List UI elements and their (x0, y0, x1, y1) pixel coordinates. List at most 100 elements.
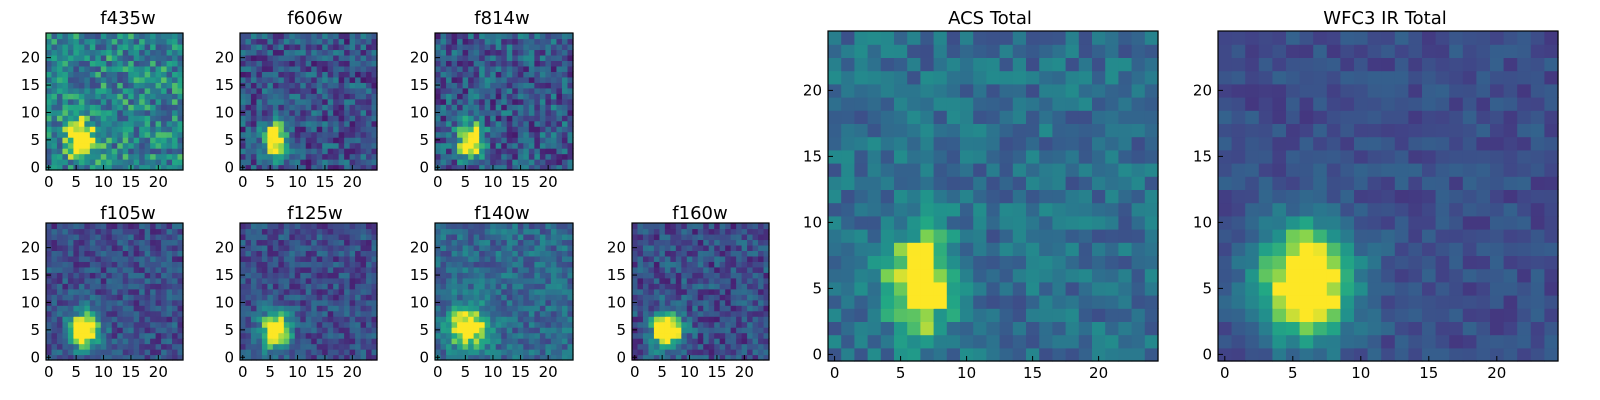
heatmap-cell (155, 288, 162, 295)
heatmap-cell (1105, 176, 1119, 190)
heatmap-cell (473, 321, 480, 328)
heatmap-cell (946, 347, 961, 362)
heatmap-cell (523, 43, 530, 51)
heatmap-cell (360, 76, 367, 83)
heatmap-cell (256, 305, 263, 312)
heatmap-cell (534, 338, 541, 345)
heatmap-cell (468, 354, 475, 361)
heatmap-cell (261, 38, 268, 45)
heatmap-cell (56, 54, 64, 61)
heatmap-cell (435, 120, 442, 127)
heatmap-cell (56, 321, 64, 328)
heatmap-cell (999, 229, 1014, 243)
heatmap-cell (495, 305, 502, 312)
heatmap-cell (338, 87, 345, 94)
heatmap-cell (78, 354, 85, 361)
heatmap-cell (675, 327, 682, 334)
heatmap-cell (567, 244, 574, 251)
heatmap-cell (122, 65, 129, 72)
heatmap-cell (446, 283, 453, 290)
heatmap-cell (333, 87, 340, 94)
heatmap-cell (51, 148, 58, 155)
heatmap-cell (46, 288, 53, 295)
heatmap-cell (960, 163, 974, 177)
heatmap-cell (117, 316, 124, 323)
heatmap-cell (670, 343, 677, 350)
heatmap-cell (117, 54, 124, 61)
heatmap-cell (95, 164, 102, 171)
heatmap-cell (294, 115, 301, 122)
heatmap-cell (719, 233, 726, 241)
heatmap-cell (446, 223, 453, 230)
heatmap-cell (95, 126, 102, 133)
heatmap-cell (311, 120, 318, 127)
heatmap-cell (440, 316, 447, 323)
heatmap-cell (133, 332, 140, 339)
heatmap-cell (305, 142, 312, 149)
heatmap-cell (473, 327, 480, 334)
panel-title-f814w: f814w (474, 8, 529, 29)
heatmap-cell (539, 310, 546, 317)
heatmap-cell (366, 98, 373, 105)
heatmap-cell (708, 332, 715, 339)
heatmap-cell (763, 223, 770, 230)
heatmap-cell (128, 305, 135, 312)
heatmap-cell (484, 131, 491, 138)
heatmap-cell (322, 244, 329, 251)
heatmap-cell (177, 137, 184, 144)
heatmap-cell (46, 321, 53, 328)
heatmap-cell (495, 321, 502, 328)
heatmap-cell (512, 153, 519, 160)
heatmap-cell (1052, 308, 1067, 322)
heatmap-cell (539, 244, 546, 251)
heatmap-cell (371, 93, 378, 100)
heatmap-cell (139, 71, 146, 78)
heatmap-cell (117, 250, 124, 257)
heatmap-cell (506, 65, 513, 72)
heatmap-cell (360, 82, 367, 89)
heatmap-cell (78, 33, 85, 40)
heatmap-cell (479, 321, 486, 328)
heatmap-cell (854, 215, 869, 230)
heatmap-cell (161, 316, 168, 323)
heatmap-cell (117, 153, 124, 160)
heatmap-cell (1078, 123, 1093, 138)
heatmap-cell (100, 233, 107, 241)
heatmap-cell (648, 294, 655, 301)
heatmap-cell (1039, 281, 1053, 296)
heatmap-cell (501, 349, 508, 356)
heatmap-cell (637, 343, 644, 350)
heatmap-cell (338, 261, 345, 268)
heatmap-cell (117, 60, 124, 67)
heatmap-cell (747, 250, 754, 257)
heatmap-cell (150, 299, 157, 306)
heatmap-cell (763, 327, 770, 334)
heatmap-cell (272, 104, 279, 111)
heatmap-cell (907, 215, 921, 230)
heatmap-cell (632, 343, 639, 350)
heatmap-cell (523, 338, 530, 345)
y-tick-label: 10 (410, 103, 429, 121)
heatmap-cell (545, 159, 552, 166)
heatmap-cell (46, 332, 53, 339)
heatmap-cell (89, 38, 96, 45)
heatmap-cell (642, 233, 650, 241)
heatmap-cell (106, 131, 113, 138)
heatmap-cell (446, 266, 453, 273)
heatmap-cell (451, 354, 458, 361)
heatmap-cell (133, 283, 140, 290)
heatmap-cell (289, 65, 296, 72)
heatmap-cell (338, 327, 345, 334)
heatmap-cell (371, 76, 378, 83)
heatmap-cell (256, 33, 263, 40)
heatmap-cell (1078, 215, 1093, 230)
heatmap-cell (327, 115, 334, 122)
heatmap-cell (67, 115, 74, 122)
heatmap-cell (278, 327, 285, 334)
heatmap-cell (907, 347, 921, 362)
heatmap-cell (880, 202, 895, 217)
heatmap-cell (854, 281, 869, 296)
heatmap-cell (1078, 347, 1093, 362)
heatmap-cell (84, 54, 91, 61)
